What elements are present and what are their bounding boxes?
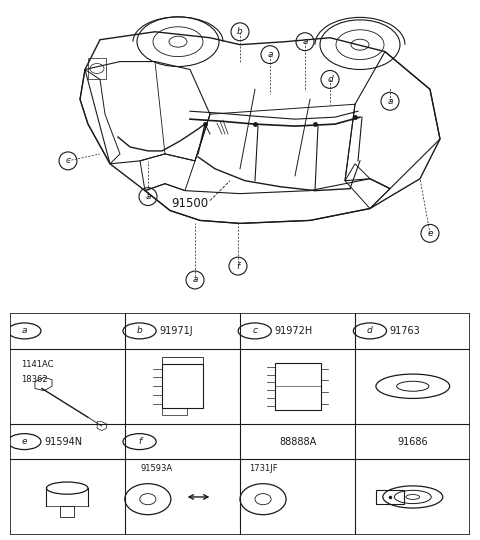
Text: 91500: 91500 [171, 197, 209, 210]
Text: 91686: 91686 [397, 437, 428, 447]
Text: c: c [65, 157, 71, 165]
Bar [60, 506, 74, 517]
Bar [88, 58, 106, 79]
Bar [162, 364, 203, 408]
Text: e: e [427, 229, 433, 238]
Text: d: d [367, 326, 373, 335]
Text: a: a [387, 97, 393, 106]
Text: 1731JF: 1731JF [249, 464, 277, 472]
Bar [162, 408, 187, 415]
Text: a: a [192, 275, 198, 285]
Text: 88888A: 88888A [279, 437, 316, 447]
Text: f: f [138, 437, 141, 446]
Text: b: b [137, 326, 143, 335]
Bar [162, 357, 203, 364]
Text: 18362: 18362 [21, 375, 48, 384]
Text: f: f [237, 261, 240, 271]
Bar [376, 490, 404, 504]
Text: a: a [267, 50, 273, 59]
Text: 91593A: 91593A [141, 464, 173, 472]
Text: 91763: 91763 [390, 326, 420, 336]
Text: c: c [252, 326, 257, 335]
Text: a: a [22, 326, 27, 335]
Text: 91594N: 91594N [44, 437, 82, 447]
Text: 1141AC: 1141AC [21, 360, 54, 369]
Bar [275, 363, 321, 409]
Text: b: b [237, 28, 243, 36]
Text: e: e [22, 437, 27, 446]
Text: 91972H: 91972H [275, 326, 313, 336]
Text: 91971J: 91971J [159, 326, 193, 336]
Text: d: d [327, 75, 333, 84]
Text: a: a [302, 37, 308, 46]
Text: a: a [145, 192, 151, 201]
